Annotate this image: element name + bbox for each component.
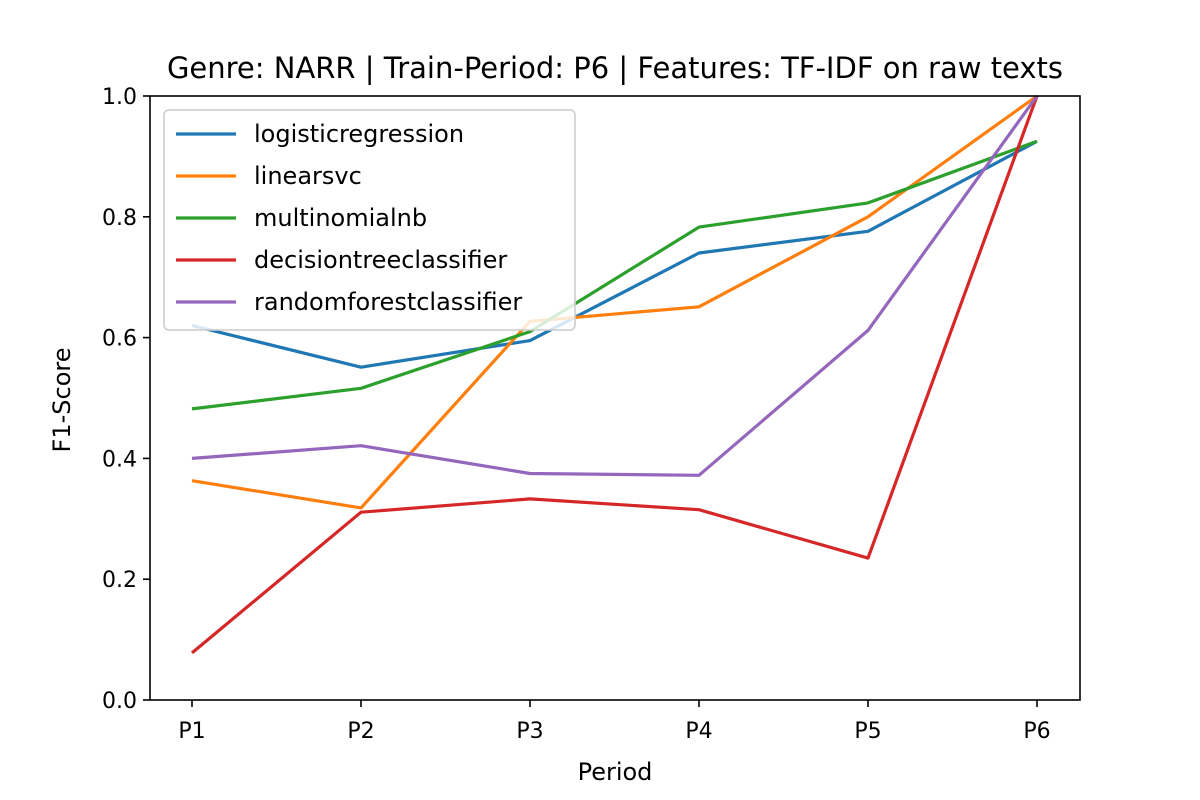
x-axis-label: Period xyxy=(578,758,653,786)
legend-label-multinomialnb: multinomialnb xyxy=(254,204,427,232)
series-line-logisticregression xyxy=(191,139,1038,369)
y-axis-label: F1-Score xyxy=(48,348,76,453)
series-layer xyxy=(190,94,1039,655)
series-line-multinomialnb xyxy=(191,139,1038,411)
x-tick-label: P4 xyxy=(685,719,712,744)
axes-layer: P1 P2 P3 P4 P5 P6 0.0 0.2 0.4 0.6 0.8 1.0 xyxy=(102,85,1081,744)
y-tick-label: 0.6 xyxy=(102,327,137,352)
y-tick-label: 0.2 xyxy=(102,568,137,593)
legend-label-logisticregression: logisticregression xyxy=(254,120,464,148)
series-line-decisiontreeclassifier xyxy=(190,95,1039,655)
y-tick-label: 0.0 xyxy=(102,689,137,714)
series-line-randomforestclassifier xyxy=(191,95,1039,477)
series-line-linearsvc xyxy=(191,94,1038,510)
chart-title: Genre: NARR | Train-Period: P6 | Feature… xyxy=(167,51,1063,85)
legend: logisticregression linearsvc multinomialnb… xyxy=(163,109,576,331)
legend-box xyxy=(163,109,576,331)
y-tick-label: 0.4 xyxy=(102,447,137,472)
x-tick-label: P1 xyxy=(178,719,205,744)
x-tick-label: P6 xyxy=(1023,719,1050,744)
plot-frame xyxy=(149,95,1081,701)
legend-label-randomforestclassifier: randomforestclassifier xyxy=(254,288,522,316)
legend-label-linearsvc: linearsvc xyxy=(254,162,362,190)
x-tick-label: P5 xyxy=(854,719,881,744)
legend-label-decisiontreeclassifier: decisiontreeclassifier xyxy=(254,246,507,274)
y-tick-label: 1.0 xyxy=(102,85,137,110)
x-tick-label: P2 xyxy=(347,719,374,744)
x-tick-label: P3 xyxy=(516,719,543,744)
y-tick-label: 0.8 xyxy=(102,206,137,231)
